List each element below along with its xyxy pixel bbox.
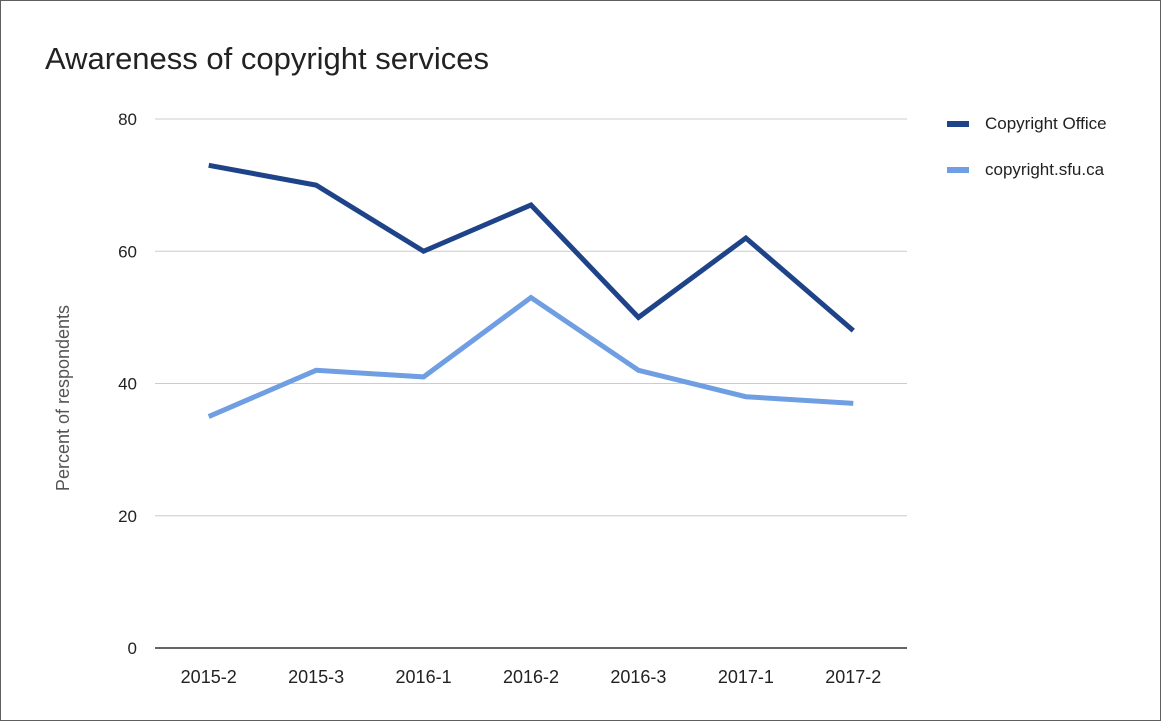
x-tick-label: 2017-2 xyxy=(825,667,881,687)
y-axis-label: Percent of respondents xyxy=(53,305,73,491)
y-tick-label: 40 xyxy=(118,375,137,394)
y-tick-label: 60 xyxy=(118,242,137,261)
y-tick-label: 0 xyxy=(128,639,137,658)
x-tick-label: 2016-3 xyxy=(610,667,666,687)
x-tick-label: 2016-2 xyxy=(503,667,559,687)
series-line-copyright-sfu xyxy=(207,294,854,419)
legend-label: copyright.sfu.ca xyxy=(985,159,1105,179)
x-tick-label: 2015-2 xyxy=(181,667,237,687)
legend-item-copyright-office: Copyright Office xyxy=(947,109,1107,138)
gridlines xyxy=(155,118,907,649)
y-tick-labels: 0 20 40 60 80 xyxy=(118,110,137,658)
legend-item-copyright-sfu: copyright.sfu.ca xyxy=(947,155,1107,184)
x-tick-label: 2015-3 xyxy=(288,667,344,687)
legend-label: Copyright Office xyxy=(985,113,1107,133)
y-tick-label: 20 xyxy=(118,507,137,526)
legend-swatch-copyright-office xyxy=(947,120,969,127)
series-line-copyright-office xyxy=(208,162,855,333)
y-tick-label: 80 xyxy=(118,110,137,129)
series-lines xyxy=(207,162,855,419)
legend-swatch-copyright-sfu xyxy=(947,166,969,173)
legend: Copyright Office copyright.sfu.ca xyxy=(947,109,1107,201)
x-tick-label: 2017-1 xyxy=(718,667,774,687)
chart-title: Awareness of copyright services xyxy=(45,41,489,76)
x-tick-labels: 2015-2 2015-3 2016-1 2016-2 2016-3 2017-1 2017… xyxy=(181,667,882,687)
x-tick-label: 2016-1 xyxy=(396,667,452,687)
